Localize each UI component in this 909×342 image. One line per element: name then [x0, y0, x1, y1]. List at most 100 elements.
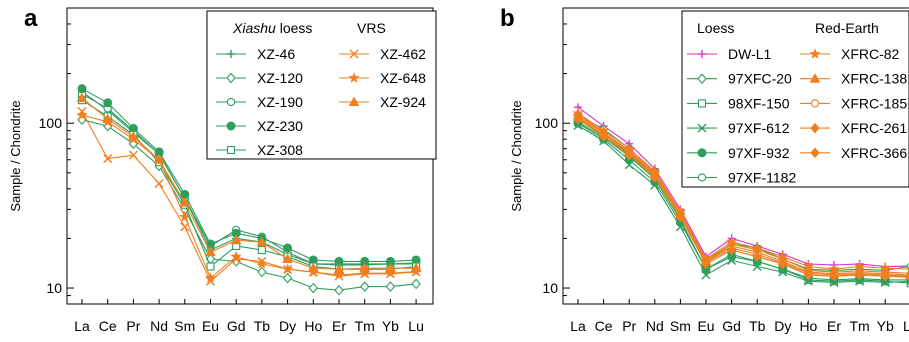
series-line-xfrc-82	[577, 112, 909, 270]
legend: Xiashu loess VRS XZ-46 XZ-462 XZ-120 XZ-648 XZ…	[206, 10, 437, 160]
legend-label: XZ-648	[380, 70, 426, 86]
legend-item-xfrc-138: XFRC-138	[800, 71, 907, 87]
data-point-xz-648-sm	[179, 211, 191, 222]
data-point-xz-120-yb	[385, 281, 396, 292]
data-point-xz-462-eu	[206, 276, 215, 286]
legend-marker-xz-190	[226, 97, 236, 107]
series-line-xz-190	[81, 93, 417, 266]
legend-item-xz-190: XZ-190	[216, 94, 303, 110]
legend-label: XZ-462	[380, 46, 426, 62]
legend-marker-97xf-932	[697, 148, 707, 158]
data-point-xz-120-tm	[359, 281, 370, 292]
y-tick-label: 100	[535, 115, 559, 131]
x-tick-label: Er	[332, 318, 346, 334]
x-tick-label: Dy	[279, 318, 296, 334]
legend-label: XZ-190	[257, 94, 303, 110]
legend-item-xz-462: XZ-462	[339, 46, 426, 62]
legend-marker-97xf-612	[697, 123, 707, 133]
x-tick-label: Lu	[903, 318, 909, 334]
data-point-xz-120-dy	[282, 272, 293, 284]
series-line-xz-46	[81, 91, 417, 265]
legend-item-97xf-932: 97XF-932	[687, 145, 790, 161]
x-tick-label: La	[74, 318, 90, 334]
data-point-xz-648-gd	[230, 250, 242, 262]
data-point-xz-648-la	[76, 109, 88, 120]
data-point-xfrc-366-tm	[854, 269, 865, 281]
series-group	[572, 103, 909, 288]
legend-item-xz-120: XZ-120	[216, 70, 303, 86]
legend-item-dw-l1: DW-L1	[687, 46, 772, 62]
legend-marker-xz-46	[227, 50, 235, 58]
x-tick-label: Eu	[202, 318, 219, 334]
legend-item-xfrc-261: XFRC-261	[800, 120, 907, 136]
legend-marker-xfrc-82	[809, 48, 821, 59]
legend-marker-xfrc-366	[810, 147, 820, 159]
x-tick-label: Tm	[849, 318, 869, 334]
legend-label: 97XF-612	[728, 120, 790, 136]
legend-marker-xz-462	[349, 49, 359, 59]
series-line-xfrc-185	[577, 117, 909, 277]
legend-marker-97xf-1182	[697, 173, 707, 182]
data-point-xz-462-pr	[128, 150, 138, 160]
legend-item-xfrc-185: XFRC-185	[800, 95, 907, 111]
legend-box	[681, 10, 909, 188]
data-point-97xfc-20-lu	[906, 262, 909, 270]
data-point-xz-924-ho	[307, 262, 319, 273]
legend-label: 97XF-932	[728, 145, 790, 161]
data-point-xz-308-eu	[206, 262, 215, 271]
x-tick-label: Ce	[99, 318, 117, 334]
legend-label: XZ-308	[257, 142, 303, 158]
x-tick-label: Tb	[254, 318, 271, 334]
y-ticks	[67, 7, 74, 305]
legend-marker-xz-230	[226, 121, 236, 131]
x-tick-label: Nd	[150, 318, 168, 334]
series-xz-924	[76, 92, 422, 274]
series-xfrc-366	[573, 113, 909, 282]
data-point-xz-648-eu	[204, 272, 217, 283]
legend-label: XZ-230	[257, 118, 303, 134]
data-point-xz-648-er	[333, 269, 345, 280]
legend-label: DW-L1	[728, 46, 772, 62]
data-point-xfrc-366-lu	[906, 274, 909, 281]
x-tick-label: Pr	[622, 318, 636, 334]
data-point-xz-924-eu	[205, 246, 216, 257]
y-tick-label: 100	[39, 115, 63, 131]
x-tick-label: Gd	[722, 318, 741, 334]
x-tick-label: Ho	[799, 318, 817, 334]
data-point-xz-648-dy	[282, 263, 294, 274]
legend-marker-xz-924	[348, 96, 360, 106]
data-point-xfrc-366-tb	[752, 251, 762, 262]
legend: Loess Red-Earth DW-L1 XFRC-82 97XFC-20 XFRC-1…	[681, 10, 909, 188]
data-point-xz-120-ho	[308, 282, 319, 294]
y-ticks	[563, 7, 570, 305]
data-point-xfrc-261-lu	[906, 269, 909, 277]
data-point-xz-120-tb	[257, 266, 267, 278]
x-tick-label: Tm	[355, 318, 375, 334]
legend-label: XZ-924	[380, 94, 426, 110]
legend-item-xz-308: XZ-308	[216, 142, 303, 158]
legend-label: XFRC-138	[841, 71, 907, 87]
data-point-xfrc-366-ho	[803, 269, 814, 281]
x-tick-label: Dy	[774, 318, 791, 334]
data-point-xz-462-ce	[103, 154, 113, 164]
plot-frame	[562, 7, 909, 305]
legend-item-97xf-612: 97XF-612	[687, 120, 790, 136]
data-point-xz-924-sm	[179, 197, 191, 207]
x-tick-label: Sm	[174, 318, 195, 334]
legend-item-97xfc-20: 97XFC-20	[687, 71, 792, 87]
x-tick-label: Tb	[749, 318, 766, 334]
data-point-xz-924-lu	[410, 262, 422, 273]
legend-item-xz-230: XZ-230	[216, 118, 303, 134]
legend-item-xz-924: XZ-924	[339, 94, 426, 110]
x-tick-label: Nd	[646, 318, 664, 334]
legend-marker-97xfc-20	[697, 73, 707, 85]
data-point-xz-924-pr	[128, 131, 139, 141]
y-axis-label: Sample / Chondrite	[8, 100, 23, 211]
data-point-xfrc-366-gd	[726, 244, 737, 256]
legend-marker-xfrc-185	[810, 99, 820, 108]
legend-item-xfrc-366: XFRC-366	[800, 145, 907, 161]
x-tick-label: Ce	[595, 318, 613, 334]
legend-label: XZ-46	[257, 46, 295, 62]
x-tick-label: Sm	[670, 318, 691, 334]
